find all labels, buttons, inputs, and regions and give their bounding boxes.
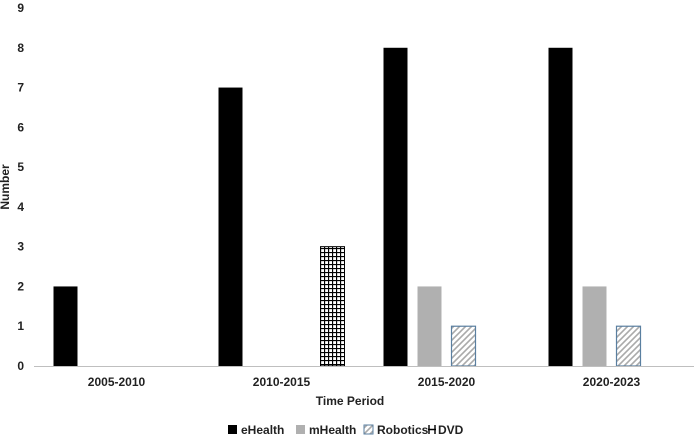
bars <box>53 47 642 367</box>
y-tick-label: 5 <box>17 160 24 174</box>
y-tick-label: 3 <box>17 240 24 254</box>
bar-robotics-2015-2020 <box>450 325 477 367</box>
y-axis-title: Number <box>0 164 12 210</box>
legend-swatch-robotics <box>363 424 374 435</box>
legend-label-robotics: Robotics <box>377 423 429 437</box>
y-axis-ticks: 0 1 2 3 4 5 6 7 8 9 <box>17 1 24 373</box>
x-tick-label: 2015-2020 <box>418 375 476 389</box>
x-axis-title: Time Period <box>316 394 384 408</box>
y-tick-label: 0 <box>17 359 24 373</box>
y-tick-label: 1 <box>17 319 24 333</box>
x-tick-label: 2005-2010 <box>88 375 146 389</box>
bar-ehealth-2010-2015 <box>218 87 243 367</box>
legend-swatch-ehealth <box>228 425 237 434</box>
bar-mhealth-2015-2020 <box>417 286 442 366</box>
legend-swatch-mhealth <box>296 425 305 434</box>
y-tick-label: 8 <box>17 41 24 55</box>
legend-label-mhealth: mHealth <box>309 423 356 437</box>
legend-label-dvd: DVD <box>438 423 464 437</box>
y-tick-label: 9 <box>17 1 24 15</box>
bar-ehealth-2005-2010 <box>53 286 78 366</box>
y-tick-label: 2 <box>17 279 24 293</box>
x-tick-label: 2020-2023 <box>583 375 641 389</box>
bar-dvd-2010-2015 <box>320 246 345 367</box>
bar-robotics-2020-2023 <box>615 325 642 367</box>
y-tick-label: 6 <box>17 120 24 134</box>
x-tick-label: 2010-2015 <box>253 375 311 389</box>
x-axis-ticks: 2005-2010 2010-2015 2015-2020 2020-2023 <box>88 375 641 389</box>
bar-ehealth-2020-2023 <box>548 47 573 367</box>
legend: eHealth mHealth Robotics DVD <box>228 423 464 437</box>
bar-ehealth-2015-2020 <box>383 47 408 367</box>
legend-label-ehealth: eHealth <box>241 423 284 437</box>
y-tick-label: 4 <box>17 200 24 214</box>
legend-swatch-dvd <box>428 425 436 434</box>
bar-mhealth-2020-2023 <box>582 286 607 366</box>
y-tick-label: 7 <box>17 81 24 95</box>
